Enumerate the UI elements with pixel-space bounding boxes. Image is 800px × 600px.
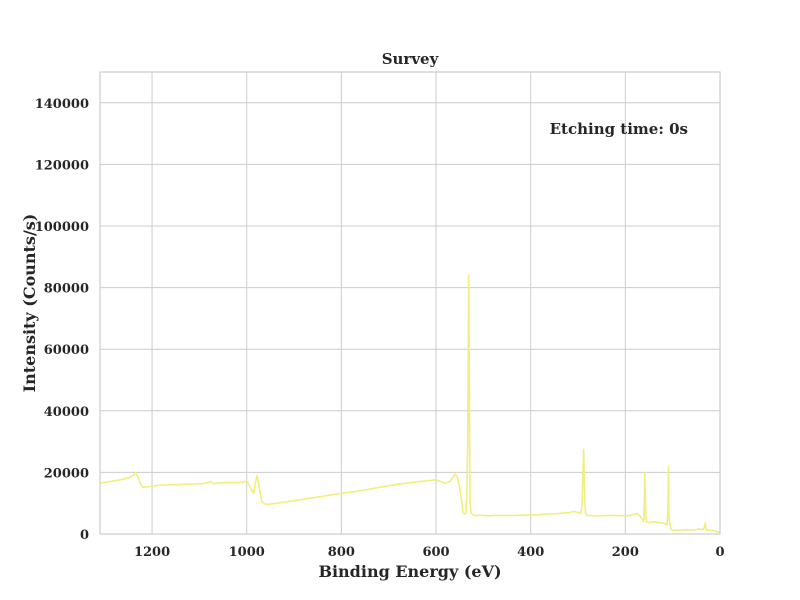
x-tick-label: 200	[612, 545, 639, 560]
spectrum-line	[99, 274, 721, 533]
plot-frame	[99, 71, 721, 535]
y-tick-label: 20000	[44, 466, 89, 481]
y-tick-label: 100000	[35, 220, 89, 235]
y-tick-label: 80000	[44, 282, 89, 297]
x-tick-label: 1200	[134, 545, 170, 560]
y-tick-label: 140000	[35, 97, 89, 112]
chart-title: Survey	[382, 50, 440, 68]
plot-area	[99, 274, 721, 533]
x-tick-label: 0	[715, 545, 724, 560]
y-tick-label: 40000	[44, 405, 89, 420]
x-tick-label: 1000	[229, 545, 265, 560]
y-tick-label: 120000	[35, 158, 89, 173]
x-axis-ticks: 1200 1000 800 600 400 200 0	[134, 545, 725, 560]
gridlines	[100, 72, 721, 535]
x-tick-label: 800	[328, 545, 355, 560]
etching-time-annotation: Etching time: 0s	[550, 120, 688, 138]
y-tick-label: 60000	[44, 343, 89, 358]
y-tick-label: 0	[80, 528, 89, 543]
x-axis-label: Binding Energy (eV)	[318, 562, 501, 581]
y-axis-ticks: 0 20000 40000 60000 80000 100000 120000 140000	[35, 97, 89, 543]
x-tick-label: 400	[517, 545, 544, 560]
y-axis-label: Intensity (Counts/s)	[20, 214, 39, 393]
x-tick-label: 600	[422, 545, 449, 560]
